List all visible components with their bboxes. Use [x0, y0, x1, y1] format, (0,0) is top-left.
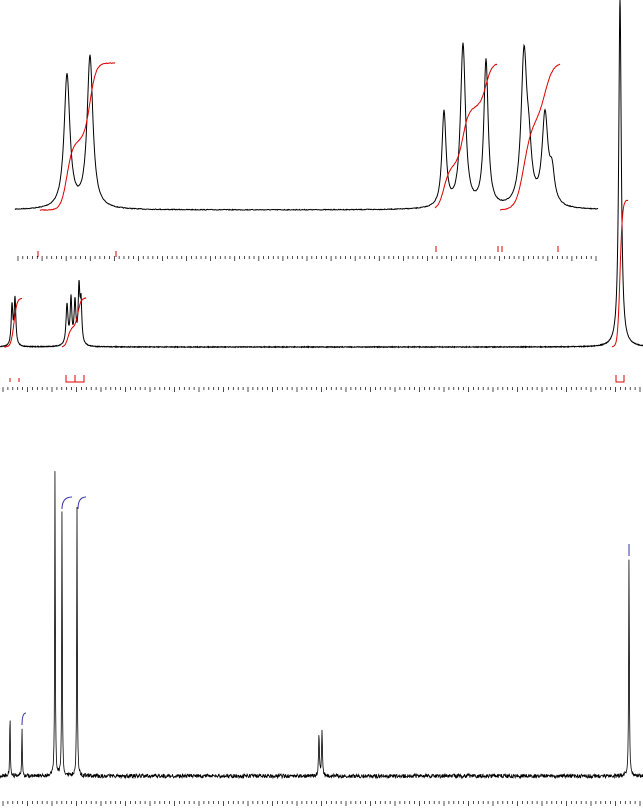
carbon-spectrum: [0, 471, 643, 806]
integral-curve: [61, 297, 87, 348]
spectrum-trace: [0, 471, 643, 780]
integral-curve: [611, 199, 629, 348]
peak-pick-mark: [61, 496, 73, 510]
integral-curve: [434, 63, 498, 209]
peak-pick-mark: [77, 496, 87, 510]
spectrum-trace: [14, 42, 599, 212]
proton-spectrum: [0, 0, 643, 392]
peak-pick-mark: [21, 712, 27, 726]
integral-curve: [499, 63, 561, 211]
spectrum-trace: [0, 0, 643, 349]
integral-curve: [3, 297, 23, 348]
proton-expansion: [14, 42, 599, 261]
integral-mark: [65, 375, 85, 383]
integral-curve: [39, 62, 116, 212]
integral-mark: [615, 375, 625, 383]
